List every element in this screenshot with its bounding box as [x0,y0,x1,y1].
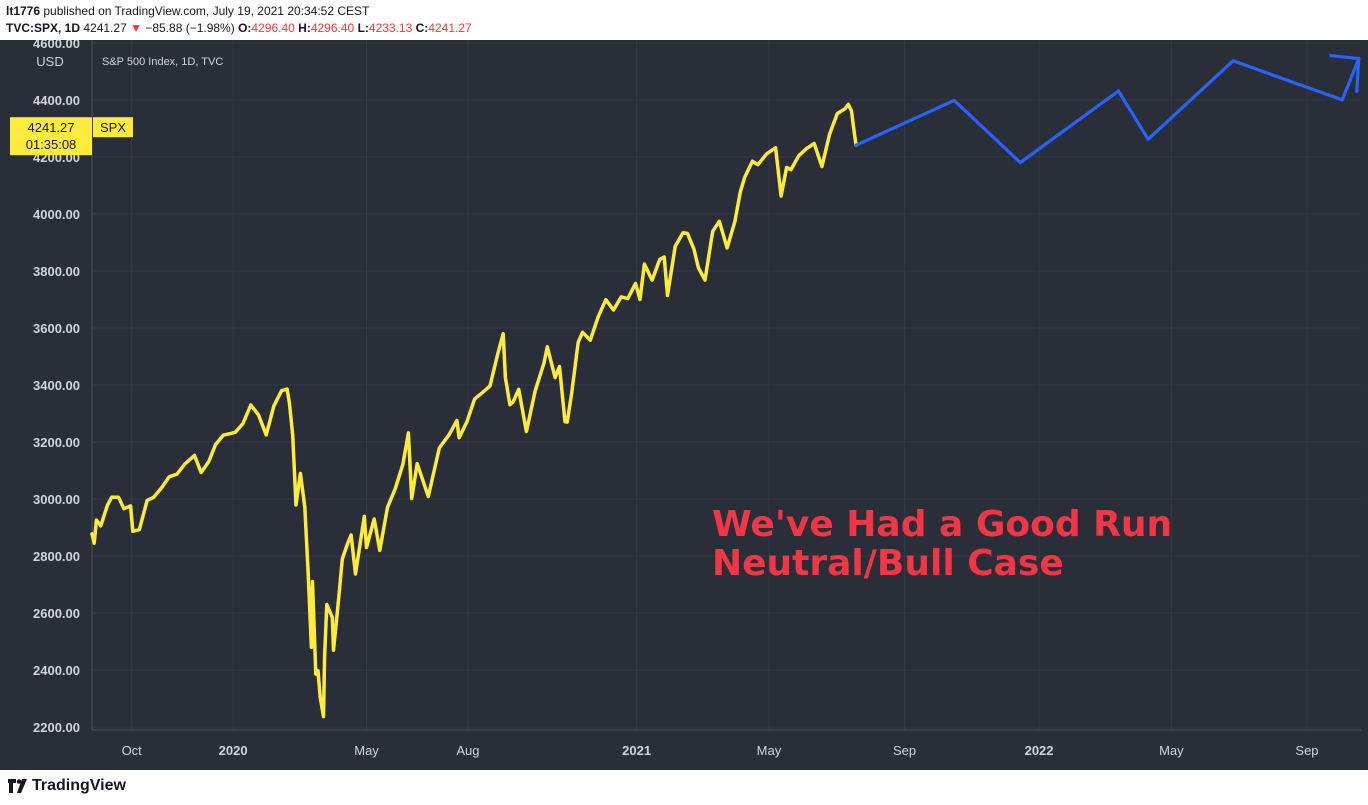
ohlc-bar: TVC:SPX, 1D 4241.27 ▼ −85.88 (−1.98%) O:… [6,21,472,35]
tradingview-logo-icon [8,779,27,793]
open-value: 4296.40 [251,21,295,35]
x-tick-label: Aug [456,743,479,758]
series-line-projection [854,59,1344,165]
x-tick-label: Sep [1295,743,1318,758]
y-tick-label: 2400.00 [33,663,80,678]
close-value: 4241.27 [428,21,472,35]
y-tick-label: 4600.00 [33,40,80,51]
low-value: 4233.13 [368,21,413,35]
y-tick-label: 4400.00 [33,93,80,108]
x-tick-label: May [757,743,782,758]
price-label: 4241.27 [28,120,75,135]
y-tick-label: 3000.00 [33,492,80,507]
countdown-label: 01:35:08 [26,137,77,152]
x-tick-label: Oct [122,743,143,758]
low-label: L: [357,21,369,35]
y-tick-label: 2600.00 [33,606,80,621]
symbol-label: SPX [100,120,126,135]
price-chart[interactable]: 2200.00 2400.00 2600.00 2800.00 3000.00 3200.… [0,40,1368,770]
publish-info: lt1776 published on TradingView.com, Jul… [6,4,369,18]
projection-arrow-head [1329,53,1361,93]
y-tick-label: 2800.00 [33,549,80,564]
y-tick-label: 3800.00 [33,264,80,279]
y-tick-label: 3200.00 [33,435,80,450]
publisher-name: lt1776 [6,4,41,18]
x-tick-label: 2021 [622,743,651,758]
change-value: −85.88 (−1.98%) [145,21,235,35]
y-tick-label: 2200.00 [33,720,80,735]
y-tick-label: 3600.00 [33,321,80,336]
y-tick-label: 3400.00 [33,378,80,393]
chart-legend: S&P 500 Index, 1D, TVC [102,56,223,68]
brand-name: TradingView [32,777,126,794]
close-label: C: [415,21,429,35]
series-line-spx [90,102,858,719]
currency-box [32,50,68,72]
x-tick-label: Sep [893,743,916,758]
x-tick-label: May [354,743,379,758]
chart-background [0,40,1368,770]
down-arrow-icon: ▼ [130,21,142,35]
currency-label: USD [36,54,63,69]
x-tick-label: 2020 [219,743,248,758]
symbol-label: TVC:SPX, 1D [6,21,81,35]
x-tick-label: 2022 [1025,743,1054,758]
projection-arrow-shaft [1340,56,1361,102]
last-price: 4241.27 [83,21,127,35]
price-label-box [10,117,92,156]
open-label: O: [238,21,252,35]
footer-brand: TradingView [8,777,126,795]
high-label: H: [298,21,311,35]
x-tick-label: May [1159,743,1184,758]
publish-text: published on TradingView.com, July 19, 2… [43,4,370,18]
annotation-text: We've Had a Good Run [712,504,1172,545]
annotation-text: Neutral/Bull Case [712,543,1064,584]
symbol-label-box [93,117,133,138]
high-value: 4296.40 [310,21,355,35]
y-tick-label: 4000.00 [33,207,80,222]
